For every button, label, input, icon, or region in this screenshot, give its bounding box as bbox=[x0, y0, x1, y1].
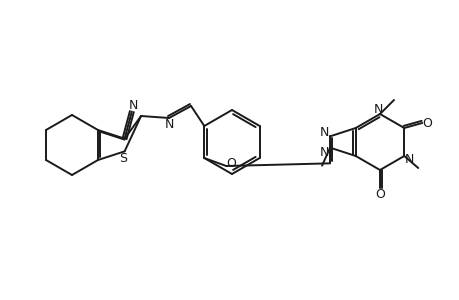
Text: N: N bbox=[403, 152, 413, 166]
Text: N: N bbox=[129, 99, 138, 112]
Text: O: O bbox=[374, 188, 384, 202]
Text: O: O bbox=[421, 116, 431, 130]
Text: S: S bbox=[119, 152, 127, 165]
Text: N: N bbox=[164, 118, 174, 130]
Text: N: N bbox=[373, 103, 382, 116]
Text: O: O bbox=[226, 157, 236, 169]
Text: N: N bbox=[319, 146, 328, 159]
Text: N: N bbox=[319, 126, 328, 139]
